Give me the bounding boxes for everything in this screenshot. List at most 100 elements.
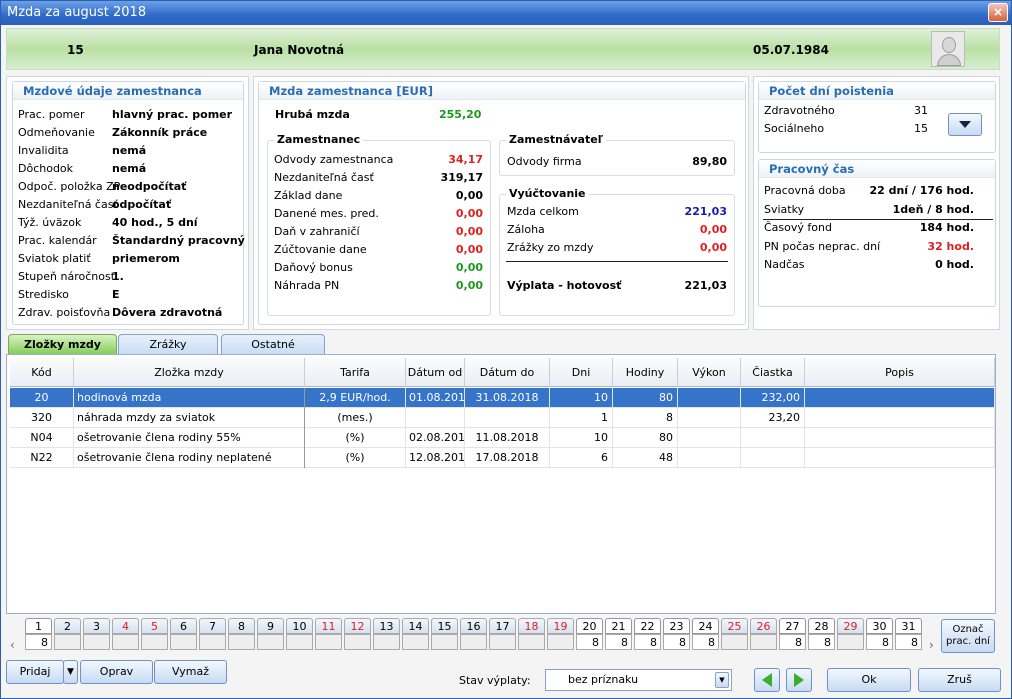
calendar-day[interactable]: 14 <box>402 618 429 634</box>
edit-button[interactable]: Oprav <box>80 660 153 684</box>
column-header[interactable]: Popis <box>805 358 995 387</box>
calendar-hours[interactable] <box>431 634 458 650</box>
calendar-hours[interactable] <box>228 634 255 650</box>
calendar-day[interactable]: 30 <box>866 618 893 634</box>
calendar-hours[interactable] <box>112 634 139 650</box>
column-header[interactable]: Dátum od <box>406 358 465 387</box>
calendar-hours[interactable] <box>257 634 284 650</box>
calendar-day[interactable]: 11 <box>315 618 342 634</box>
calendar-day[interactable]: 25 <box>721 618 748 634</box>
calendar-prev-icon[interactable]: ‹ <box>10 638 15 652</box>
column-header[interactable]: Čiastka <box>741 358 805 387</box>
calendar-hours[interactable] <box>54 634 81 650</box>
table-row[interactable]: N04 ošetrovanie člena rodiny 55% (%) 02.08.… <box>10 428 995 448</box>
calendar-day[interactable]: 4 <box>112 618 139 634</box>
chevron-down-icon[interactable]: ▼ <box>715 672 729 688</box>
column-header[interactable]: Tarifa <box>305 358 406 387</box>
calendar-day[interactable]: 31 <box>895 618 922 634</box>
table-row[interactable]: N22 ošetrovanie člena rodiny neplatené (%)… <box>10 448 995 468</box>
calendar-day[interactable]: 12 <box>344 618 371 634</box>
table-cell: 02.08.2018 <box>406 428 465 448</box>
next-button[interactable] <box>786 668 812 692</box>
tab-ostatne[interactable]: Ostatné <box>221 334 325 354</box>
column-header[interactable]: Zložka mzdy <box>74 358 305 387</box>
calendar-hours[interactable] <box>547 634 574 650</box>
expand-button[interactable] <box>948 113 982 136</box>
calendar-hours[interactable]: 8 <box>663 634 690 650</box>
close-button[interactable]: × <box>988 3 1008 22</box>
calendar-day[interactable]: 18 <box>518 618 545 634</box>
calendar-day[interactable]: 26 <box>750 618 777 634</box>
calendar-hours[interactable]: 8 <box>866 634 893 650</box>
calendar-hours[interactable]: 8 <box>779 634 806 650</box>
add-dropdown-button[interactable]: ▼ <box>63 660 78 684</box>
calendar-hours[interactable]: 8 <box>576 634 603 650</box>
column-header[interactable]: Výkon <box>678 358 741 387</box>
calendar-hours[interactable] <box>373 634 400 650</box>
column-header[interactable]: Hodiny <box>613 358 678 387</box>
calendar-hours[interactable] <box>83 634 110 650</box>
calendar-day[interactable]: 24 <box>692 618 719 634</box>
column-header[interactable]: Dni <box>550 358 613 387</box>
calendar-day[interactable]: 3 <box>83 618 110 634</box>
calendar-hours[interactable] <box>315 634 342 650</box>
tab-zrazky[interactable]: Zrážky <box>118 334 218 354</box>
add-button[interactable]: Pridaj <box>6 660 64 684</box>
vyuctovanie-label: Mzda celkom <box>507 205 579 218</box>
calendar-hours[interactable]: 8 <box>605 634 632 650</box>
prev-button[interactable] <box>754 668 780 692</box>
calendar-hours[interactable] <box>489 634 516 650</box>
calendar-day[interactable]: 27 <box>779 618 806 634</box>
table-row[interactable]: 320 náhrada mzdy za sviatok (mes.) 1 8 23,20 <box>10 408 995 428</box>
calendar-day[interactable]: 16 <box>460 618 487 634</box>
calendar-hours[interactable] <box>141 634 168 650</box>
calendar-day[interactable]: 13 <box>373 618 400 634</box>
calendar-day[interactable]: 5 <box>141 618 168 634</box>
calendar-hours[interactable] <box>460 634 487 650</box>
calendar-day[interactable]: 20 <box>576 618 603 634</box>
calendar-day[interactable]: 15 <box>431 618 458 634</box>
table-cell: 31.08.2018 <box>465 388 550 408</box>
table-cell <box>678 428 741 448</box>
calendar-hours[interactable]: 8 <box>25 634 52 650</box>
calendar-hours[interactable]: 8 <box>895 634 922 650</box>
ok-button[interactable]: Ok <box>827 668 911 692</box>
pracovny-cas-value: 1deň / 8 hod. <box>892 202 974 216</box>
calendar-hours[interactable]: 8 <box>808 634 835 650</box>
calendar-day[interactable]: 7 <box>199 618 226 634</box>
calendar-day[interactable]: 28 <box>808 618 835 634</box>
calendar-hours[interactable] <box>837 634 864 650</box>
calendar-day[interactable]: 22 <box>634 618 661 634</box>
calendar-day[interactable]: 2 <box>54 618 81 634</box>
mark-workdays-button[interactable]: Označ prac. dní <box>941 619 995 653</box>
calendar-day[interactable]: 8 <box>228 618 255 634</box>
calendar-hours[interactable]: 8 <box>692 634 719 650</box>
calendar-hours[interactable] <box>518 634 545 650</box>
calendar-hours[interactable] <box>402 634 429 650</box>
field-label: Stupeň náročnosti <box>18 270 119 283</box>
calendar-day[interactable]: 10 <box>286 618 313 634</box>
tab-zlozky-mzdy[interactable]: Zložky mzdy <box>8 334 117 354</box>
calendar-day[interactable]: 29 <box>837 618 864 634</box>
calendar-hours[interactable] <box>750 634 777 650</box>
calendar-day[interactable]: 19 <box>547 618 574 634</box>
calendar-hours[interactable]: 8 <box>634 634 661 650</box>
calendar-hours[interactable] <box>199 634 226 650</box>
calendar-hours[interactable] <box>286 634 313 650</box>
calendar-day[interactable]: 9 <box>257 618 284 634</box>
calendar-hours[interactable] <box>721 634 748 650</box>
cancel-button[interactable]: Zruš <box>918 668 1001 692</box>
calendar-next-icon[interactable]: › <box>929 638 934 652</box>
column-header[interactable]: Dátum do <box>465 358 550 387</box>
delete-button[interactable]: Vymaž <box>154 660 227 684</box>
calendar-day[interactable]: 17 <box>489 618 516 634</box>
calendar-hours[interactable] <box>344 634 371 650</box>
calendar-day[interactable]: 6 <box>170 618 197 634</box>
column-header[interactable]: Kód <box>10 358 74 387</box>
calendar-day[interactable]: 21 <box>605 618 632 634</box>
calendar-day[interactable]: 23 <box>663 618 690 634</box>
calendar-day[interactable]: 1 <box>25 618 52 634</box>
calendar-hours[interactable] <box>170 634 197 650</box>
status-select[interactable]: bez príznaku ▼ <box>545 669 732 691</box>
